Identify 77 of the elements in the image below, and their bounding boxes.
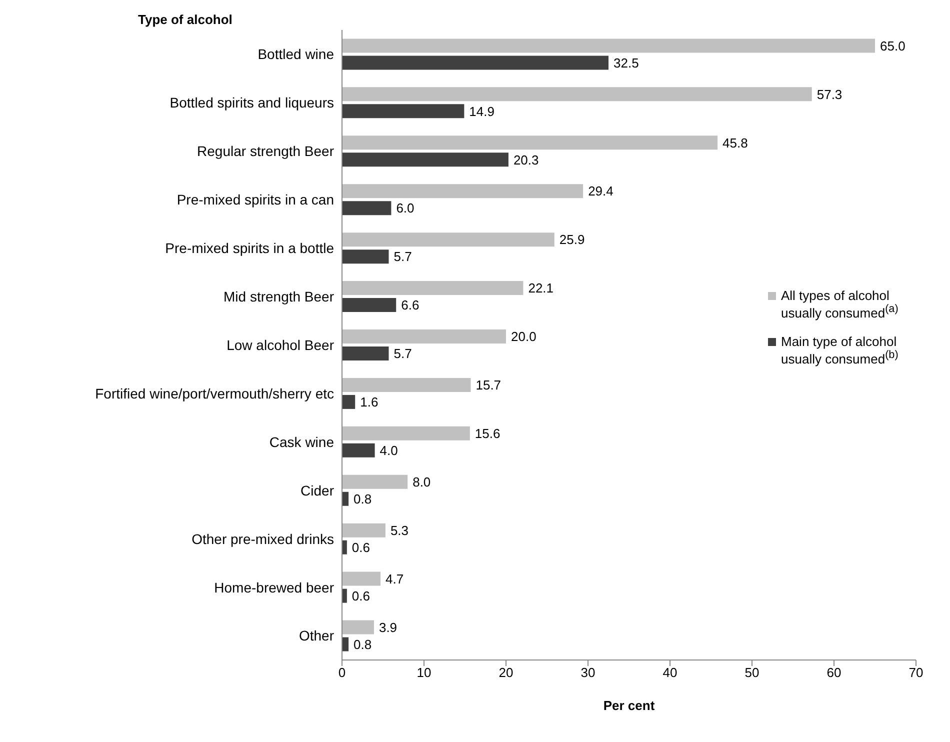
x-tick-label: 70	[908, 665, 924, 680]
bar	[342, 588, 347, 603]
data-label: 4.0	[380, 443, 398, 458]
data-label: 5.7	[394, 249, 412, 264]
data-label: 15.6	[474, 426, 500, 442]
bar	[342, 346, 389, 360]
y-tick-label: Home-brewed beer	[214, 579, 334, 596]
x-tick-label: 40	[662, 665, 678, 680]
data-label: 0.8	[354, 636, 372, 652]
bar	[342, 136, 718, 150]
bar	[342, 184, 584, 198]
y-tick-label: Cider	[300, 482, 334, 498]
data-label: 5.7	[394, 346, 412, 362]
bar	[342, 378, 471, 392]
bar	[342, 620, 374, 634]
bar	[342, 152, 508, 167]
x-tick-label: 30	[580, 665, 596, 680]
bar	[342, 38, 875, 53]
bar	[342, 281, 524, 296]
y-tick-label: Other	[298, 628, 334, 644]
bar	[342, 250, 389, 264]
data-label: 32.5	[614, 55, 639, 70]
y-tick-label: Pre-mixed spirits in a bottle	[165, 240, 334, 256]
y-tick-label: Bottled wine	[258, 46, 334, 62]
y-tick-label: Fortified wine/port/vermouth/sherry etc	[95, 385, 334, 402]
data-label: 20.0	[511, 329, 536, 344]
legend-label: All types of alcohol usually consumed$^{(a)}$	[781, 288, 900, 320]
y-tick-label: Other pre-mixed drinks	[192, 530, 334, 547]
bar	[342, 329, 506, 344]
bar	[342, 232, 554, 247]
bar	[342, 474, 408, 489]
data-label: 4.7	[386, 571, 404, 586]
bar	[342, 104, 464, 118]
y-tick-label: Regular strength Beer	[197, 143, 334, 160]
data-label: 25.9	[559, 232, 585, 248]
y-axis-title: Type of alcohol	[138, 12, 232, 27]
data-label: 3.9	[378, 620, 398, 635]
data-label: 65.0	[880, 38, 906, 54]
bar	[342, 572, 381, 586]
x-axis-title: Per cent	[603, 698, 656, 713]
bar	[342, 201, 392, 216]
x-tick-label: 10	[416, 665, 432, 680]
y-tick-label: Cask wine	[269, 434, 334, 450]
bar	[342, 443, 375, 458]
data-label: 0.8	[354, 491, 372, 506]
data-label: 45.8	[722, 135, 748, 150]
data-label: 0.6	[352, 588, 370, 604]
data-label: 20.3	[513, 152, 539, 168]
data-label: 1.6	[360, 394, 378, 410]
data-label: 15.7	[476, 378, 502, 393]
data-label: 57.3	[816, 86, 842, 102]
data-label: 22.1	[528, 280, 554, 296]
y-tick-label: Bottled spirits and liqueurs	[170, 94, 334, 111]
data-label: 5.3	[390, 522, 409, 538]
y-tick-label: Pre-mixed spirits in a can	[176, 192, 334, 208]
data-label: 14.9	[469, 104, 494, 119]
y-tick-label: Low alcohol Beer	[226, 336, 334, 353]
bar	[342, 87, 812, 102]
y-tick-label: Mid strength Beer	[224, 288, 334, 305]
bar	[342, 298, 396, 312]
bar	[342, 637, 349, 652]
bar	[342, 426, 470, 440]
data-label: 8.0	[412, 474, 431, 490]
x-tick-label: 60	[826, 665, 842, 680]
x-tick-label: 20	[498, 665, 514, 680]
legend-label: Main type of alcohol usually consumed$^{(b)}$	[781, 334, 900, 367]
x-tick-label: 0	[338, 665, 346, 680]
data-label: 29.4	[588, 184, 614, 199]
bar	[342, 492, 349, 506]
bar	[342, 56, 608, 70]
bar	[342, 394, 356, 409]
data-label: 6.6	[401, 298, 420, 313]
x-tick-label: 50	[744, 665, 760, 680]
data-label: 6.0	[396, 200, 414, 216]
bar	[342, 540, 347, 554]
data-label: 0.6	[352, 540, 370, 555]
bar	[342, 523, 386, 538]
